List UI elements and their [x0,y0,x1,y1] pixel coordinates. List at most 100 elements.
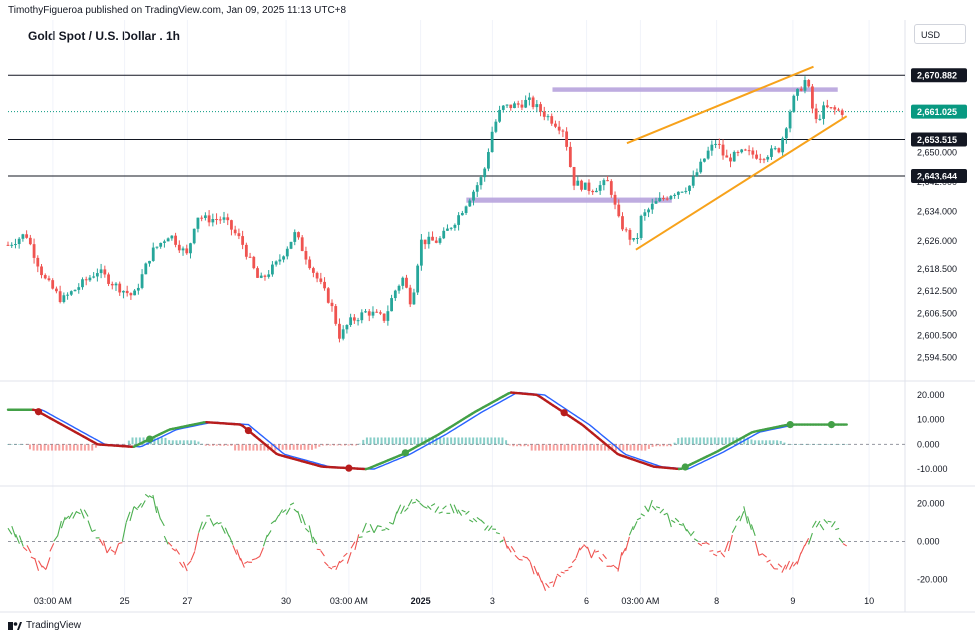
osc-segment [240,557,245,568]
candle-body [792,95,796,112]
osc-segment [415,498,421,503]
level-label-bg [911,68,967,83]
currency-button[interactable]: USD [914,24,966,44]
candle-body [170,235,174,239]
osc-segment [373,525,379,534]
candle-body [807,80,811,87]
candle-body [557,126,561,131]
macd-histogram-bar [658,444,661,447]
osc-segment [556,573,562,578]
channel-line [635,115,848,251]
zones [466,87,838,203]
osc-segment [7,527,13,535]
candle-body [494,121,498,132]
macd-histogram-bar [721,437,724,445]
osc-segment [91,529,96,532]
macd-histogram-bar [677,438,680,445]
macd-histogram-bar [69,444,72,451]
osc-segment [34,557,40,571]
macd-slow-line [8,391,847,470]
osc-segment [709,550,714,552]
candle-body [99,269,103,274]
osc-segment [716,550,722,553]
candle-body [271,264,274,275]
candle-body [676,191,680,195]
macd-histogram-bar [827,444,830,445]
macd-cross-marker [786,421,794,429]
candle-body [218,219,222,221]
macd-histogram-bar [256,444,259,451]
candle-body [84,279,88,281]
osc-segment [175,548,181,555]
osc-segment [731,525,737,533]
macd-histogram-bar [248,444,251,451]
macd-histogram-bar [596,444,599,451]
osc-segment [586,546,592,558]
macd-histogram-bar [772,440,775,445]
macd-histogram-bar [285,444,288,450]
time-tick-label: 9 [790,596,795,606]
osc-segment [628,526,634,536]
macd-histogram-bar [32,444,35,451]
macd-histogram-bar [688,437,691,445]
candle-body [535,104,539,108]
osc-segment [251,558,256,561]
candle-body [766,156,770,160]
macd-histogram-bar [706,437,709,445]
candle-body [527,97,531,100]
chart-grid [0,20,975,613]
candle-body [628,229,632,240]
candle-body [28,237,32,245]
osc-segment [396,504,402,514]
candle-body [457,215,461,225]
macd-histogram-bar [245,444,248,451]
candle-body [136,287,140,291]
osc-segment [118,542,123,545]
osc-segment [26,545,32,554]
macd-histogram-bar [831,444,834,445]
candle-body [10,244,14,246]
osc-segment [465,510,470,515]
candle-body [524,99,528,108]
osc-segment [510,546,516,553]
osc-segment [682,522,688,532]
osc-segment [140,500,146,508]
candle-body [691,176,695,186]
osc-segment [666,513,672,528]
osc-segment [693,538,699,542]
macd-histogram-bar [541,444,544,451]
osc-segment [148,495,154,499]
level-label-bg [911,168,967,183]
osc-segment [423,505,428,509]
osc-segment [110,549,116,553]
candle-body [490,131,494,153]
candle-body [710,144,714,151]
macd-histogram-bar [538,444,541,451]
candle-body [166,238,170,242]
time-tick-label: 6 [584,596,589,606]
candle-body [833,107,837,110]
macd-histogram-bar [724,437,727,445]
candle-body [215,219,218,221]
macd-histogram-bar [310,444,313,450]
osc-segment [22,546,28,552]
candles [6,76,844,343]
osc-segment [64,515,70,520]
macd-histogram-bar [816,444,819,445]
osc-segment [663,512,668,516]
macd-histogram-bar [611,444,614,451]
macd-histogram-bar [765,440,768,445]
candle-body [479,177,483,186]
macd-histogram-bar [197,441,200,445]
macd-histogram-bar [809,444,812,445]
macd-panel [6,391,905,472]
macd-histogram-bar [549,444,552,451]
macd-histogram-bar [354,444,357,446]
candle-body [781,138,785,153]
candle-body [32,244,36,258]
level-label: 2,643.644 [917,171,957,181]
osc-segment [102,540,108,554]
macd-histogram-bar [768,440,771,445]
candle-body [434,240,438,243]
